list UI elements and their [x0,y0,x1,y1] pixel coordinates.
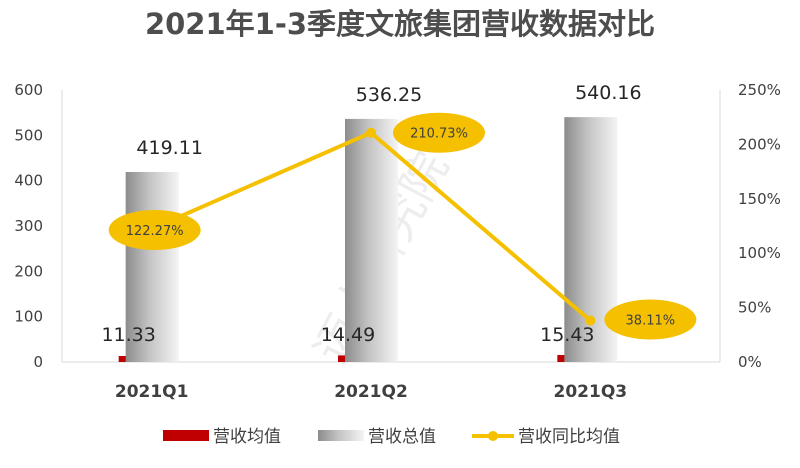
line-point [366,127,376,138]
left-axis-ticks: 0 100 200 300 400 500 600 [14,81,43,371]
right-tick-label: 250% [738,81,781,99]
data-label-average: 14.49 [321,324,375,346]
category-label: 2021Q3 [554,382,628,402]
right-tick-label: 100% [738,244,781,262]
growth-label-bubble [108,209,201,250]
left-tick-label: 100 [14,308,43,326]
data-label-total: 540.16 [575,82,641,104]
category-label: 2021Q1 [115,382,189,402]
data-label-growth: 210.73% [410,127,468,142]
line-point [585,315,596,326]
data-label-growth: 122.27% [126,224,184,239]
right-tick-label: 50% [738,299,771,317]
bar-total [345,118,398,363]
right-axis-ticks: 0% 50% 100% 150% 200% 250% [738,81,781,371]
legend: 营收均值 营收总值 营收同比均值 [163,427,620,447]
line-series: 122.27% 210.73% 38.11% [108,112,697,340]
data-label-total: 419.11 [136,137,202,159]
left-tick-label: 400 [14,172,43,190]
left-tick-label: 200 [14,262,43,280]
right-tick-label: 200% [738,135,781,153]
growth-label-bubble [393,112,485,153]
data-label-total: 536.25 [356,84,422,106]
data-label-average: 11.33 [101,324,155,346]
legend-swatch-total [318,430,364,441]
left-tick-label: 0 [33,353,43,371]
data-labels: 11.33 419.11 14.49 536.25 15.43 540.16 [101,82,641,346]
bar-total [125,172,179,362]
chart-title: 2021年1-3季度文旅集团营收数据对比 [145,7,655,41]
data-label-growth: 38.11% [626,314,676,329]
growth-label-bubble [604,299,697,340]
category-labels: 2021Q1 2021Q2 2021Q3 [115,382,627,402]
legend-label-growth: 营收同比均值 [518,427,620,447]
category-label: 2021Q2 [334,382,408,402]
legend-swatch-average [163,430,209,441]
right-tick-label: 0% [738,353,762,371]
left-tick-label: 300 [14,217,43,235]
left-tick-label: 500 [14,126,43,144]
right-tick-label: 150% [738,190,781,208]
left-tick-label: 600 [14,81,43,99]
data-label-average: 15.43 [540,324,594,346]
legend-label-average: 营收均值 [213,427,281,447]
legend-label-total: 营收总值 [368,427,436,447]
legend-swatch-growth-marker [488,431,498,441]
